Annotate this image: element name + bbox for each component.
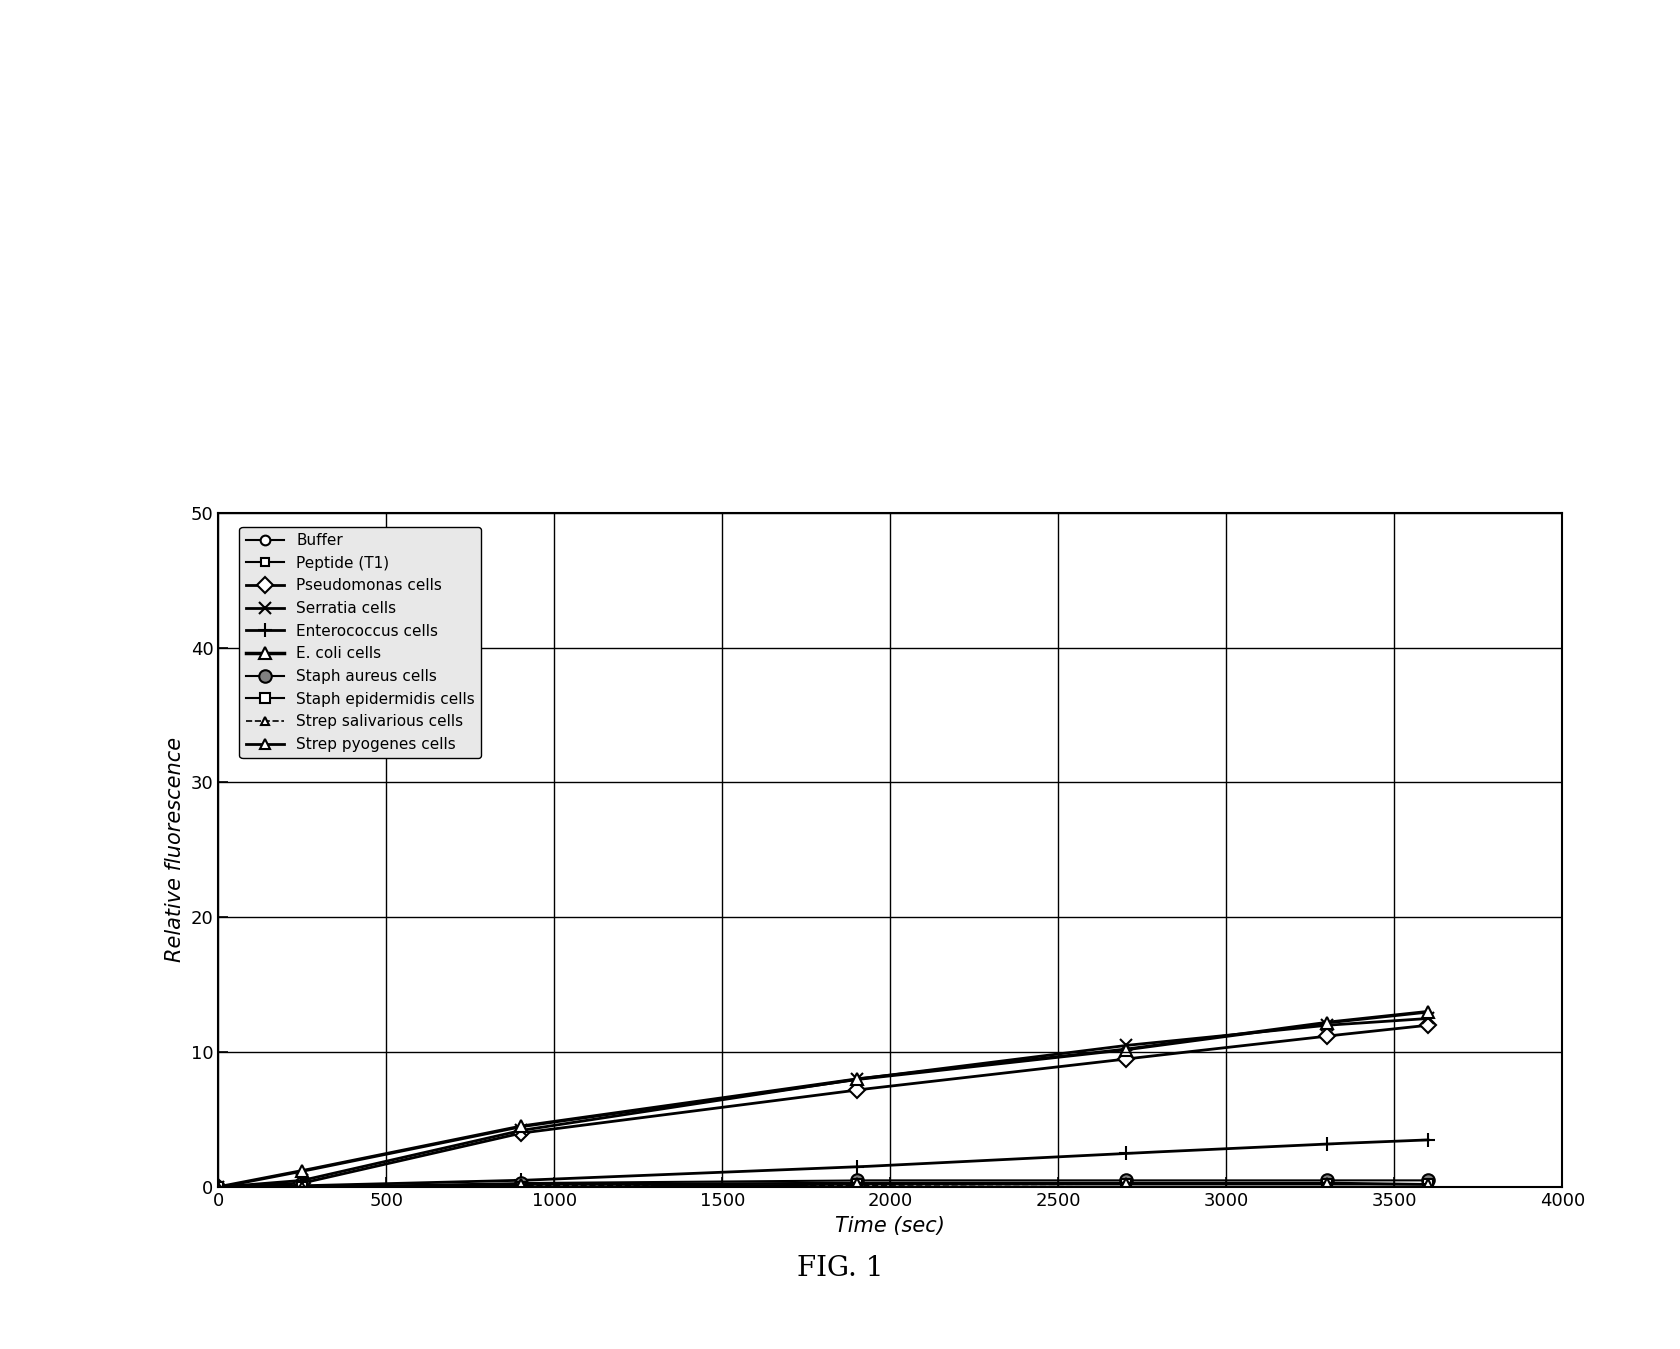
Legend: Buffer, Peptide (T1), Pseudomonas cells, Serratia cells, Enterococcus cells, E. : Buffer, Peptide (T1), Pseudomonas cells,… [240,527,480,758]
X-axis label: Time (sec): Time (sec) [835,1215,946,1236]
Y-axis label: Relative fluorescence: Relative fluorescence [165,738,185,962]
Text: FIG. 1: FIG. 1 [796,1255,884,1282]
